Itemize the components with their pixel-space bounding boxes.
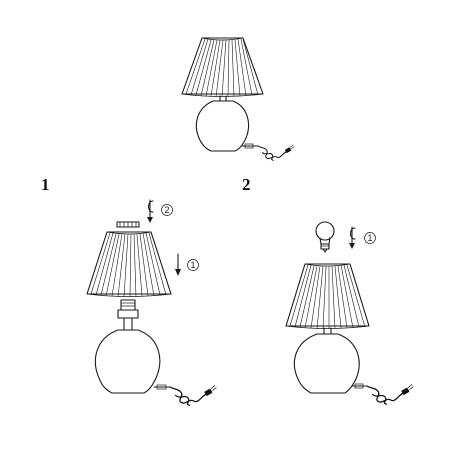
power-cord-plug: [153, 384, 217, 406]
lamp-socket: [117, 299, 139, 331]
overview-lamp: [181, 37, 295, 161]
lamp-base: [293, 333, 360, 394]
harp-ring: [116, 221, 140, 228]
lamp-shade: [86, 231, 172, 298]
light-bulb: [315, 221, 335, 253]
rotate-screw-icon: [147, 199, 154, 223]
lamp-shade: [181, 37, 264, 98]
step-2-illustration: 1: [285, 221, 414, 405]
step-1-illustration: 2 1: [86, 199, 217, 406]
down-arrow-icon: [175, 253, 181, 276]
power-cord-plug: [351, 383, 414, 405]
step-number-2: 2: [242, 175, 251, 194]
power-cord-plug: [241, 143, 295, 161]
lamp-shade: [285, 263, 370, 330]
lamp-base: [195, 100, 250, 152]
rotate-screw-icon: [349, 226, 356, 249]
step-number-1: 1: [41, 175, 50, 194]
step-2-marker-1: 1: [367, 233, 372, 243]
lamp-base: [94, 329, 161, 394]
step-1-marker-2: 2: [164, 205, 169, 215]
step-1-marker-1: 1: [190, 260, 195, 270]
